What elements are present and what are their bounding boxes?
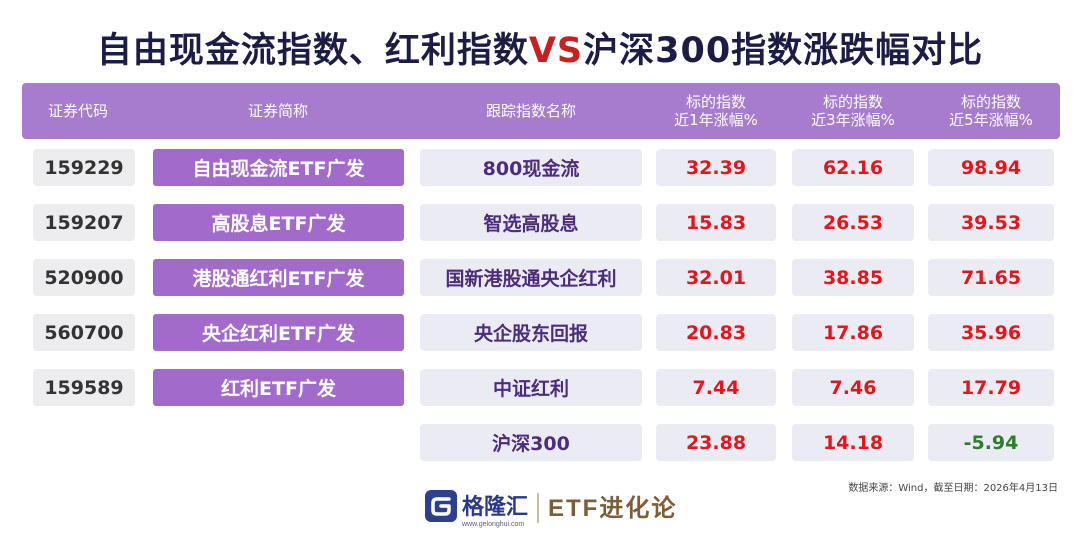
row-index-name: 800现金流 [420, 149, 642, 186]
row-index-name: 中证红利 [420, 369, 642, 406]
data-source-note: 数据来源：Wind，截至日期：2026年4月13日 [848, 483, 1058, 494]
row-return-5y: 98.94 [928, 149, 1054, 186]
row-fund-name: 央企红利ETF广发 [153, 314, 404, 351]
page-title: 自由现金流指数、红利指数VS沪深300指数涨跌幅对比 [0, 22, 1080, 73]
benchmark-return-3y: 14.18 [792, 424, 914, 461]
header-code: 证券代码 [47, 102, 108, 120]
header-1y: 标的指数 近1年涨幅% [674, 93, 758, 129]
header-name: 证券简称 [247, 102, 308, 120]
footer-logo: 格隆汇 www.gelonghui.com ETF进化论 [425, 487, 685, 529]
row-return-3y: 26.53 [792, 204, 914, 241]
row-return-1y: 20.83 [656, 314, 776, 351]
row-code: 520900 [33, 259, 135, 296]
row-return-5y: 71.65 [928, 259, 1054, 296]
row-fund-name: 红利ETF广发 [153, 369, 404, 406]
header-3y: 标的指数 近3年涨幅% [811, 93, 895, 129]
header-5y: 标的指数 近5年涨幅% [949, 93, 1033, 129]
row-fund-name: 自由现金流ETF广发 [153, 149, 404, 186]
row-return-3y: 17.86 [792, 314, 914, 351]
row-return-3y: 38.85 [792, 259, 914, 296]
row-code: 159589 [33, 369, 135, 406]
title-part2: 沪深300指数涨跌幅对比 [583, 31, 984, 71]
header-index: 跟踪指数名称 [485, 102, 576, 120]
row-fund-name: 港股通红利ETF广发 [153, 259, 404, 296]
row-return-3y: 62.16 [792, 149, 914, 186]
row-return-1y: 15.83 [656, 204, 776, 241]
row-return-1y: 7.44 [656, 369, 776, 406]
row-return-5y: 17.79 [928, 369, 1054, 406]
brand-name: 格隆汇 [462, 494, 528, 519]
gelonghui-logo-icon: 格隆汇 www.gelonghui.com ETF进化论 [425, 490, 677, 528]
row-index-name: 智选高股息 [420, 204, 642, 241]
row-index-name: 国新港股通央企红利 [420, 259, 642, 296]
row-return-5y: 35.96 [928, 314, 1054, 351]
title-vs: VS [528, 31, 584, 71]
row-code: 560700 [33, 314, 135, 351]
benchmark-return-1y: 23.88 [656, 424, 776, 461]
column-name: ETF进化论 [548, 494, 677, 522]
brand-url: www.gelonghui.com [461, 521, 524, 528]
benchmark-return-5y: -5.94 [928, 424, 1054, 461]
row-return-3y: 7.46 [792, 369, 914, 406]
row-index-name: 央企股东回报 [420, 314, 642, 351]
row-return-1y: 32.39 [656, 149, 776, 186]
row-return-1y: 32.01 [656, 259, 776, 296]
title-part1: 自由现金流指数、红利指数 [96, 31, 529, 71]
benchmark-index-name: 沪深300 [420, 424, 642, 461]
table-header: 证券代码 证券简称 跟踪指数名称 标的指数 近1年涨幅% 标的指数 近3年涨幅%… [22, 83, 1060, 139]
row-fund-name: 高股息ETF广发 [153, 204, 404, 241]
row-code: 159207 [33, 204, 135, 241]
row-return-5y: 39.53 [928, 204, 1054, 241]
row-code: 159229 [33, 149, 135, 186]
